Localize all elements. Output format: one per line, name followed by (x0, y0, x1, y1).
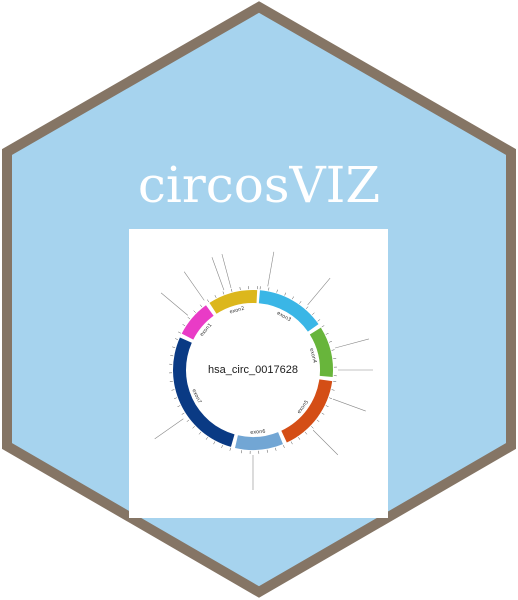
circos-annotation-spoke (160, 292, 189, 316)
circos-annotation-spoke (221, 254, 232, 288)
circos-plot-panel (129, 229, 388, 518)
circos-annotation-spoke (312, 429, 339, 456)
circos-annotation-spoke (154, 418, 184, 440)
circos-annotation-spoke (267, 251, 275, 287)
circos-tick (331, 349, 335, 351)
circos-tick (331, 389, 335, 391)
circos-tick (193, 310, 196, 313)
circos-segment-exon4 (309, 327, 334, 377)
circos-tick (329, 397, 333, 399)
circos-tick (198, 431, 202, 435)
circos-tick (298, 437, 301, 440)
circos-tick (305, 306, 309, 310)
circos-tick (283, 445, 285, 448)
circos-tick (186, 419, 190, 422)
circos-segment-label: exon4 (308, 348, 317, 364)
circos-annotation-spoke (335, 338, 369, 349)
circos-tick (175, 338, 178, 340)
circos-tick (290, 441, 293, 445)
circos-tick (187, 316, 191, 320)
circos-tick (222, 291, 225, 295)
circos-tick (177, 405, 181, 408)
circos-tick (329, 341, 333, 343)
circos-annotation-spoke (211, 257, 225, 291)
circos-tick (172, 346, 176, 348)
circos-tick (213, 441, 216, 445)
circos-tick-marks (169, 286, 337, 454)
circos-tick (181, 412, 185, 415)
circos-segments (172, 290, 334, 450)
circos-segment-label: exon6 (250, 429, 266, 436)
circos-tick (207, 299, 210, 303)
circos-tick (266, 449, 268, 453)
circos-tick (304, 431, 308, 435)
circos-tick (178, 331, 181, 334)
circos-segment-exon5 (281, 379, 333, 443)
circos-tick (170, 355, 174, 357)
circos-tick (299, 301, 302, 304)
circos-center-label: hsa_circ_0017628 (208, 364, 298, 376)
circos-segment-label: exon2 (229, 306, 245, 316)
circos-annotation-spoke (307, 277, 331, 306)
circos-tick (199, 304, 203, 308)
circos-tick (311, 426, 314, 429)
circos-tick (231, 288, 233, 292)
circos-tick (182, 324, 186, 327)
circos-tick (325, 405, 329, 408)
circos-tick (316, 419, 320, 422)
circos-tick (214, 295, 217, 298)
circos-segment-exon2 (209, 290, 258, 314)
circos-tick (173, 397, 177, 399)
circos-segment-exon6 (235, 432, 283, 450)
circos-tick (192, 426, 195, 429)
circos-tick (229, 447, 231, 451)
circos-segment-exon3 (258, 290, 319, 332)
circos-segment-exon7 (172, 337, 235, 447)
circos-tick (312, 312, 315, 315)
circos-annotation-spoke (332, 398, 366, 412)
circos-segment-label: exon7 (190, 388, 202, 404)
circos-tick (325, 332, 329, 335)
circos-tick (292, 296, 294, 300)
circos-tick (205, 437, 208, 440)
circos-tick (317, 319, 321, 322)
circos-annotation-spoke (183, 271, 205, 301)
circos-tick (171, 389, 175, 391)
circos-tick (268, 287, 270, 291)
logo-title: circosVIZ (138, 156, 380, 214)
circos-segment-exon1 (181, 305, 214, 340)
circos-tick (321, 412, 325, 415)
circos-tick (276, 289, 278, 293)
circos-tick (321, 325, 325, 328)
circos-tick (221, 445, 223, 448)
circos-tick (284, 292, 287, 296)
circos-tick (275, 447, 277, 451)
circos-annotation-lines (154, 251, 373, 490)
